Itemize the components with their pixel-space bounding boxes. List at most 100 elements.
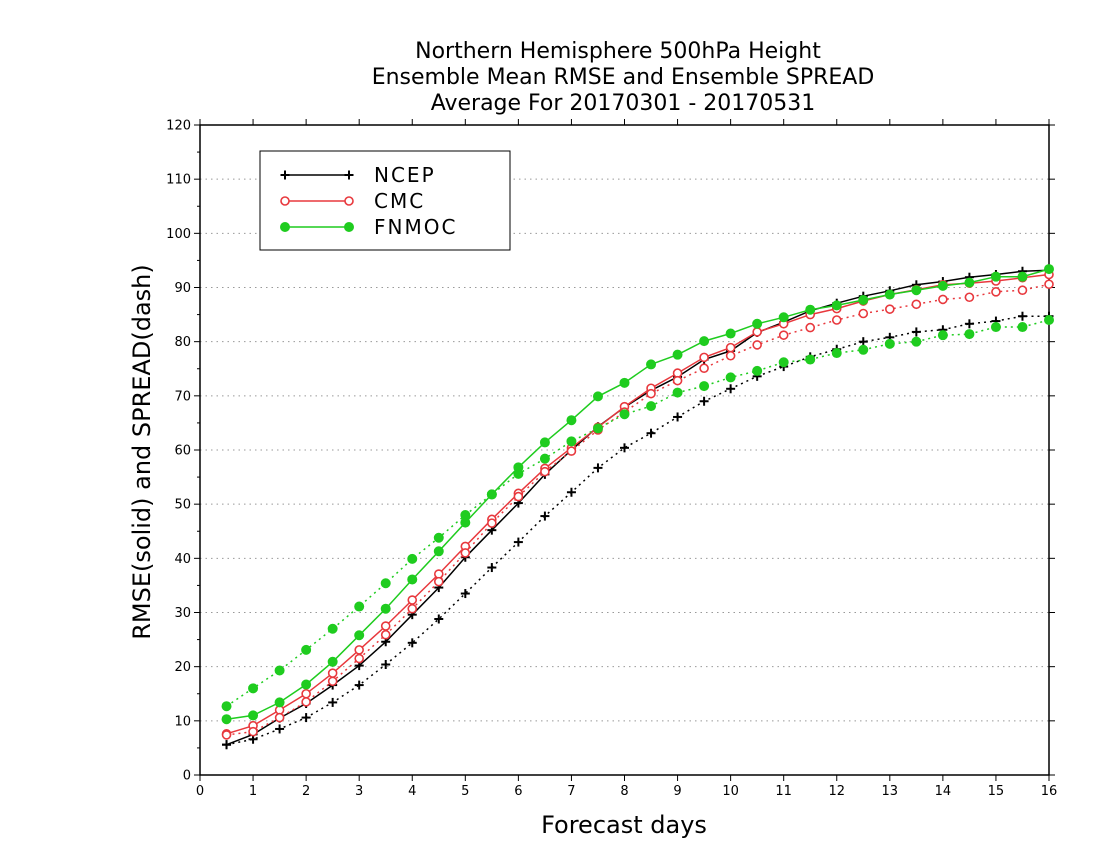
fnmoc-spread-point: [1017, 322, 1028, 333]
cmc-rmse-point: [327, 668, 338, 678]
cmc-spread-point: [805, 322, 816, 333]
fnmoc-rmse-point: [990, 271, 1001, 282]
ncep-spread-line: [226, 315, 1049, 746]
ncep-spread-point: [275, 724, 285, 734]
y-axis-ticks: 0 10 20 30 40 50 60 70 80 90 100 110 120: [166, 119, 1055, 784]
fnmoc-spread-point: [433, 532, 444, 543]
fnmoc-spread-line: [226, 319, 1050, 707]
fnmoc-rmse-point: [327, 656, 338, 667]
fnmoc-rmse-line: [226, 268, 1050, 720]
fnmoc-rmse-point: [301, 679, 312, 690]
cmc-spread-point: [911, 299, 922, 310]
ncep-spread-point: [858, 337, 868, 347]
cmc-spread-point: [1044, 279, 1054, 290]
fnmoc-spread-point: [884, 338, 895, 349]
fnmoc-rmse-point: [539, 437, 550, 448]
fnmoc-spread-point: [513, 468, 524, 479]
ncep-spread-point: [964, 319, 974, 329]
ncep-spread-point: [328, 697, 338, 707]
y-tick-label: 10: [174, 714, 191, 729]
fnmoc-spread-point: [407, 553, 418, 564]
x-axis-label: Forecast days: [541, 811, 707, 839]
fnmoc-spread-point: [990, 322, 1001, 333]
x-tick-label: 16: [1041, 784, 1058, 799]
x-axis-ticks: 0 1 2 3 4 5 6 7 8 9 10 11 12 13 14 15 16: [196, 119, 1057, 799]
fnmoc-rmse-point: [752, 318, 763, 329]
fnmoc-spread-point: [301, 644, 312, 655]
ncep-spread-point: [513, 537, 523, 547]
cmc-spread-point: [752, 340, 762, 350]
fnmoc-rmse-point: [433, 546, 444, 557]
fnmoc-spread-point: [911, 336, 922, 347]
x-tick-label: 0: [196, 784, 204, 799]
fnmoc-spread-point: [1044, 315, 1054, 325]
fnmoc-rmse-point: [1044, 264, 1054, 275]
y-tick-label: 100: [166, 227, 191, 242]
x-tick-label: 15: [988, 784, 1005, 799]
ncep-rmse-line: [226, 269, 1050, 746]
fnmoc-spread-point: [539, 453, 550, 464]
cmc-spread-point: [778, 330, 789, 340]
fnmoc-spread-point: [805, 354, 816, 365]
x-tick-label: 1: [249, 784, 257, 799]
fnmoc-spread-point: [964, 329, 975, 340]
fnmoc-rmse-point: [248, 710, 259, 721]
x-tick-label: 2: [302, 784, 310, 799]
fnmoc-spread-point: [274, 665, 285, 676]
fnmoc-rmse-point: [937, 280, 948, 291]
cmc-spread-point: [566, 446, 577, 456]
cmc-spread-point: [991, 287, 1001, 297]
series-fnmoc: [221, 264, 1054, 725]
ncep-spread-point: [407, 638, 417, 648]
ncep-spread-point: [646, 428, 656, 438]
fnmoc-spread-point: [592, 423, 603, 434]
fnmoc-spread-point: [460, 510, 471, 520]
cmc-spread-point: [460, 548, 471, 558]
legend-item-cmc: CMC: [280, 189, 425, 213]
fnmoc-spread-point: [354, 601, 365, 612]
legend-label-cmc: CMC: [374, 189, 425, 213]
legend-marker: [344, 222, 354, 232]
fnmoc-spread-point: [221, 701, 232, 712]
y-tick-label: 20: [174, 660, 191, 675]
ncep-spread-point: [911, 327, 921, 337]
y-axis-label: RMSE(solid) and SPREAD(dash): [128, 264, 156, 640]
cmc-spread-point: [646, 388, 656, 399]
y-tick-label: 40: [174, 552, 191, 567]
legend-label-fnmoc: FNMOC: [374, 215, 457, 239]
cmc-rmse-point: [699, 352, 709, 363]
fnmoc-rmse-point: [566, 415, 577, 426]
y-tick-label: 0: [183, 769, 191, 784]
y-tick-label: 60: [174, 444, 191, 459]
fnmoc-rmse-point: [911, 285, 922, 296]
cmc-spread-point: [274, 712, 285, 723]
fnmoc-rmse-point: [831, 300, 842, 311]
cmc-spread-point: [831, 315, 842, 325]
cmc-spread-point: [354, 653, 364, 664]
fnmoc-rmse-point: [380, 603, 391, 614]
y-tick-label: 110: [166, 173, 191, 188]
fnmoc-spread-point: [699, 381, 710, 392]
fnmoc-rmse-point: [354, 630, 365, 641]
fnmoc-rmse-point: [964, 277, 975, 288]
cmc-rmse-point: [752, 327, 762, 337]
fnmoc-spread-point: [725, 372, 736, 383]
cmc-spread-point: [433, 576, 444, 587]
cmc-spread-point: [301, 697, 311, 707]
ncep-spread-point: [673, 412, 683, 422]
ncep-spread-point: [301, 713, 311, 723]
series-cmc: [221, 269, 1054, 740]
cmc-spread-point: [672, 375, 683, 386]
y-tick-label: 70: [174, 389, 191, 404]
ncep-spread-point: [354, 680, 364, 690]
ncep-spread-point: [620, 443, 629, 453]
fnmoc-rmse-point: [699, 336, 710, 347]
cmc-spread-point: [964, 292, 975, 303]
cmc-spread-point: [513, 491, 524, 502]
x-tick-label: 10: [722, 784, 739, 799]
legend-marker: [280, 222, 290, 232]
fnmoc-spread-point: [937, 330, 948, 341]
legend-marker: [280, 196, 290, 206]
